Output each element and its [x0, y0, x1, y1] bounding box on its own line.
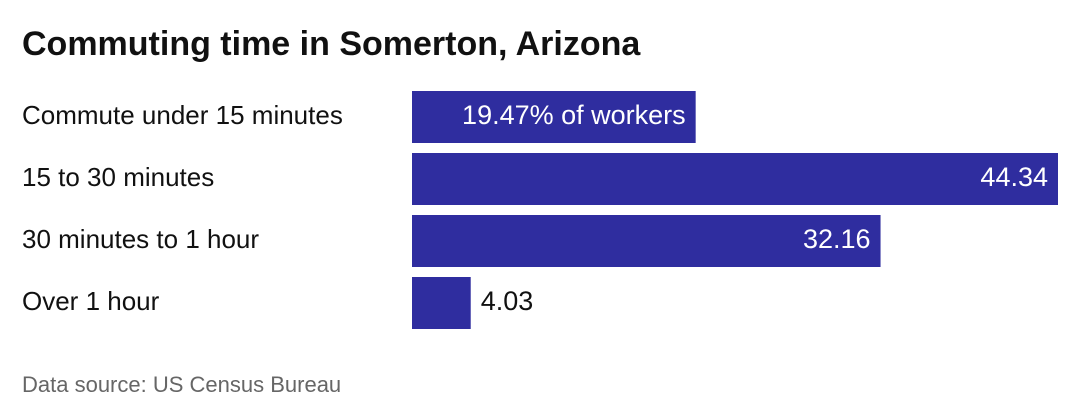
bar — [412, 277, 471, 329]
category-label: 30 minutes to 1 hour — [22, 224, 259, 254]
value-label: 32.16 — [803, 224, 871, 254]
source-note: Data source: US Census Bureau — [22, 372, 341, 397]
bar — [412, 91, 696, 143]
category-label: Commute under 15 minutes — [22, 100, 343, 130]
category-label: 15 to 30 minutes — [22, 162, 214, 192]
value-label: 44.34 — [980, 162, 1048, 192]
bar — [412, 215, 881, 267]
bar — [412, 153, 1058, 205]
value-label: 19.47% of workers — [462, 100, 686, 130]
chart-title: Commuting time in Somerton, Arizona — [22, 25, 641, 63]
category-label: Over 1 hour — [22, 286, 160, 316]
value-label: 4.03 — [481, 286, 534, 316]
